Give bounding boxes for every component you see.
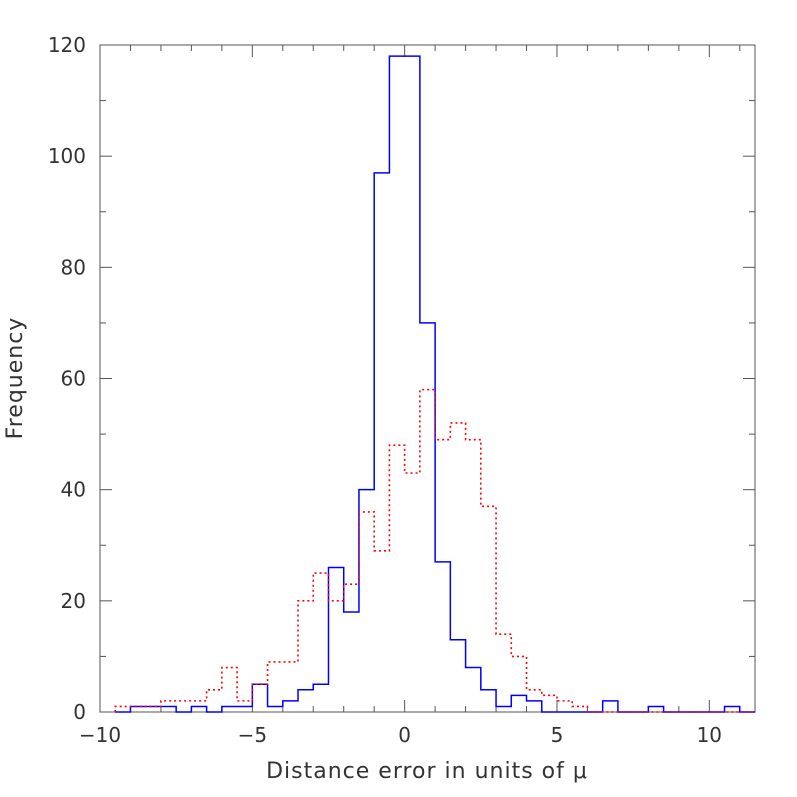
x-tick-label: 0 — [398, 723, 411, 747]
x-tick-label: 10 — [697, 723, 722, 747]
y-tick-label: 0 — [73, 700, 86, 724]
x-tick-label: −5 — [238, 723, 267, 747]
histogram-series-blue-solid — [115, 55, 755, 713]
x-tick-label: −10 — [79, 723, 121, 747]
y-axis-title: Frequency — [3, 317, 28, 440]
y-tick-label: 120 — [48, 33, 86, 57]
x-tick-label: 5 — [551, 723, 564, 747]
y-tick-label: 80 — [61, 255, 86, 279]
series-layer — [114, 55, 755, 713]
axis-ticks — [99, 44, 755, 713]
plot-frame — [99, 44, 756, 713]
y-tick-label: 60 — [61, 367, 86, 391]
histogram-series-red-dotted — [114, 388, 755, 713]
y-tick-label: 100 — [48, 144, 86, 168]
y-tick-label: 40 — [61, 478, 86, 502]
x-axis-title: Distance error in units of μ — [266, 759, 588, 784]
y-tick-label: 20 — [61, 589, 86, 613]
